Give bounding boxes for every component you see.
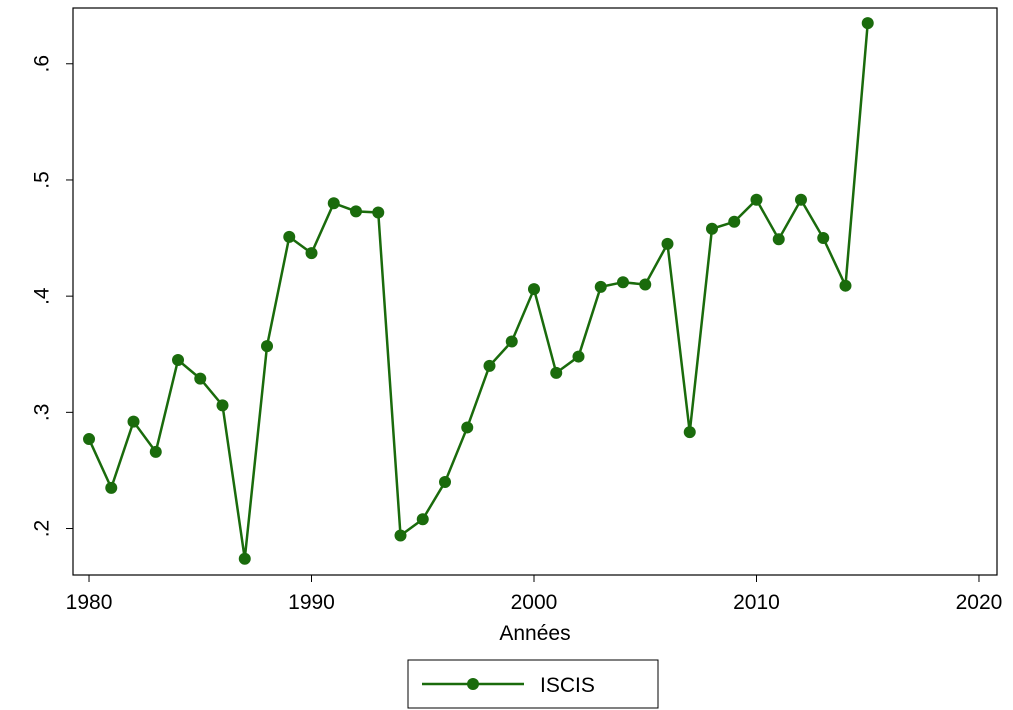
data-point <box>483 359 496 372</box>
x-tick-label: 1990 <box>288 591 335 614</box>
y-tick-label: .2 <box>31 520 54 538</box>
y-tick-label: .4 <box>31 287 54 305</box>
data-point <box>594 280 607 293</box>
data-point <box>817 232 830 245</box>
data-point <box>527 283 540 296</box>
x-tick-label: 2000 <box>511 591 558 614</box>
data-point <box>772 233 785 246</box>
data-point <box>728 215 741 228</box>
series-line <box>87 22 869 559</box>
data-point <box>461 421 474 434</box>
data-point <box>172 354 185 367</box>
data-point <box>505 335 518 348</box>
data-point <box>149 445 162 458</box>
y-tick-label: .6 <box>31 55 54 73</box>
data-point <box>750 193 763 206</box>
data-point <box>305 247 318 260</box>
plot-area <box>72 7 998 576</box>
data-point <box>350 205 363 218</box>
legend-marker <box>467 678 479 690</box>
data-point <box>705 222 718 235</box>
x-tick-label: 2010 <box>733 591 780 614</box>
data-point <box>238 552 251 565</box>
data-point <box>261 340 274 353</box>
data-point <box>839 279 852 292</box>
data-point <box>216 399 229 412</box>
legend-label: ISCIS <box>540 674 595 697</box>
data-point <box>283 230 296 243</box>
data-point <box>439 476 452 489</box>
x-axis-label: Années <box>499 622 570 645</box>
data-point <box>394 529 407 542</box>
x-tick-label: 2020 <box>956 591 1003 614</box>
data-point <box>683 426 696 439</box>
data-point <box>327 197 340 210</box>
data-point <box>639 278 652 291</box>
data-point <box>550 366 563 379</box>
y-tick-label: .5 <box>31 171 54 189</box>
data-point <box>616 276 629 289</box>
data-point <box>416 513 429 526</box>
data-point <box>194 372 207 385</box>
data-point <box>105 481 118 494</box>
data-point <box>572 350 585 363</box>
data-point <box>372 206 385 219</box>
y-tick-label: .3 <box>31 404 54 422</box>
x-tick-label: 1980 <box>66 591 113 614</box>
data-point <box>794 193 807 206</box>
data-point <box>127 415 140 428</box>
data-point <box>83 433 96 446</box>
data-point <box>861 17 874 30</box>
data-point <box>661 237 674 250</box>
